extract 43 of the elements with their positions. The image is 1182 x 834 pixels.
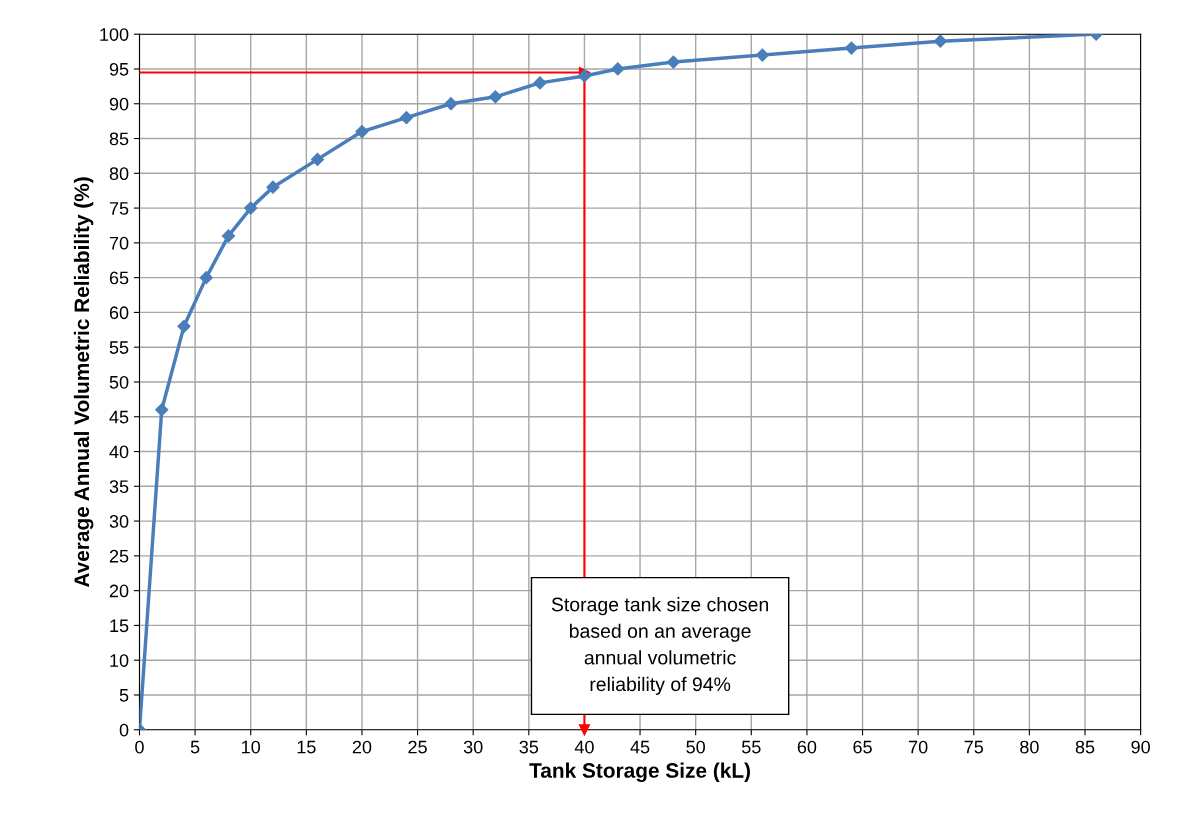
x-tick-label: 25 [408,740,427,754]
annotation: Storage tank size chosen based on an average annual volumetric reliability of 94% [551,597,768,695]
x-tick-label: 90 [1131,740,1150,754]
x-tick-label: 40 [574,740,594,754]
y-tick-label: 15 [110,619,129,633]
y-tick-label: 0 [119,723,129,737]
y-tick-label: 85 [109,132,129,146]
x-tick-label: 85 [1075,740,1095,754]
y-tick-label: 55 [109,341,129,354]
x-tick-label: 65 [853,740,872,754]
y-tick-label: 5 [119,689,129,702]
x-tick-label: 30 [463,740,483,754]
y-tick-label: 80 [109,167,129,181]
x-axis-title: Tank Storage Size (kL) [529,762,750,783]
x-tick-label: 55 [741,740,761,754]
x-tick-label: 20 [352,740,372,754]
x-tick-label: 10 [242,740,261,754]
y-tick-label: 65 [109,271,129,285]
x-tick-label: 80 [1020,740,1039,754]
y-tick-label: 95 [109,62,129,76]
x-tick-label: 15 [297,740,316,754]
x-tick-label: 60 [797,740,817,754]
x-tick-label: 45 [630,740,650,754]
y-tick-label: 60 [109,306,129,320]
y-tick-label: 35 [109,480,129,494]
y-axis-title: Average Annual Volumetric Reliability (%) [73,177,94,588]
y-tick-label: 30 [109,515,129,528]
y-tick-label: 25 [109,549,129,563]
y-tick-label: 20 [109,584,129,598]
x-tick-label: 50 [686,740,706,754]
y-tick-label: 75 [109,202,129,215]
y-tick-label: 90 [109,97,129,111]
y-tick-label: 10 [110,654,129,667]
y-tick-label: 50 [109,375,129,389]
x-tick-label: 5 [190,740,200,754]
y-tick-label: 40 [109,445,129,459]
y-tick-label: 45 [109,410,129,424]
y-tick-label: 70 [109,236,129,250]
x-tick-label: 35 [519,740,539,754]
x-tick-label: 0 [135,740,144,754]
x-tick-label: 70 [909,740,928,754]
y-tick-label: 100 [100,28,129,41]
x-tick-label: 75 [964,740,984,754]
